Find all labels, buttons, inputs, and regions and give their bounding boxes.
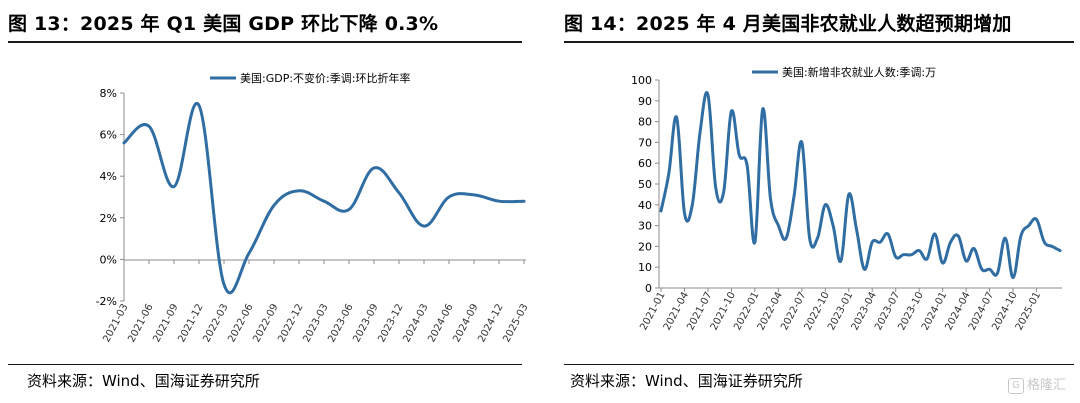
y-tick-label: 100 bbox=[631, 74, 652, 87]
y-tick-label: 8% bbox=[100, 87, 117, 100]
y-tick-label: 50 bbox=[638, 178, 652, 191]
gdp-legend-label: 美国:GDP:不变价:季调:环比折年率 bbox=[240, 71, 410, 85]
y-tick-label: 40 bbox=[638, 199, 652, 212]
y-tick-label: 80 bbox=[638, 116, 652, 129]
left-title-rule bbox=[8, 41, 522, 43]
y-tick-label: 20 bbox=[638, 240, 652, 253]
y-tick-label: 6% bbox=[100, 129, 117, 142]
y-tick-label: 90 bbox=[638, 95, 652, 108]
nonfarm-x-ticks: 2021-012021-042021-072021-102022-012022-… bbox=[638, 288, 1043, 332]
y-tick-label: 60 bbox=[638, 157, 652, 170]
y-tick-label: 10 bbox=[638, 261, 652, 274]
right-title-rule bbox=[564, 41, 1074, 43]
right-source-rule bbox=[564, 364, 1074, 365]
left-source-note: 资料来源：Wind、国海证券研究所 bbox=[27, 372, 260, 390]
y-tick-label: 2% bbox=[100, 212, 117, 225]
y-tick-label: 4% bbox=[100, 170, 117, 183]
gdp-series-line bbox=[122, 101, 526, 295]
watermark-text: 格隆汇 bbox=[1026, 378, 1066, 393]
y-tick-label: 30 bbox=[638, 220, 652, 233]
nonfarm-series-line bbox=[659, 90, 1062, 280]
gdp-y-ticks: 8% 6% 4% 2% 0% -2% bbox=[96, 87, 124, 308]
nonfarm-legend-label: 美国:新增非农就业人数:季调:万 bbox=[782, 65, 936, 79]
left-chart-title: 图 13：2025 年 Q1 美国 GDP 环比下降 0.3% bbox=[8, 13, 439, 35]
y-tick-label: -2% bbox=[96, 295, 117, 308]
watermark-logo-icon: G bbox=[1007, 377, 1024, 394]
gdp-line-chart: 8%6%4%2%0%-2% 2021-032021-062021-092021-… bbox=[96, 71, 531, 344]
right-source-note: 资料来源：Wind、国海证券研究所 bbox=[570, 372, 803, 390]
y-tick-label: 0% bbox=[100, 253, 117, 266]
y-tick-label: 0 bbox=[645, 282, 652, 295]
y-tick-label: 70 bbox=[638, 136, 652, 149]
right-chart-title: 图 14：2025 年 4 月美国非农就业人数超预期增加 bbox=[564, 13, 1012, 35]
left-source-rule bbox=[8, 364, 522, 365]
watermark: G 格隆汇 bbox=[1007, 374, 1066, 394]
